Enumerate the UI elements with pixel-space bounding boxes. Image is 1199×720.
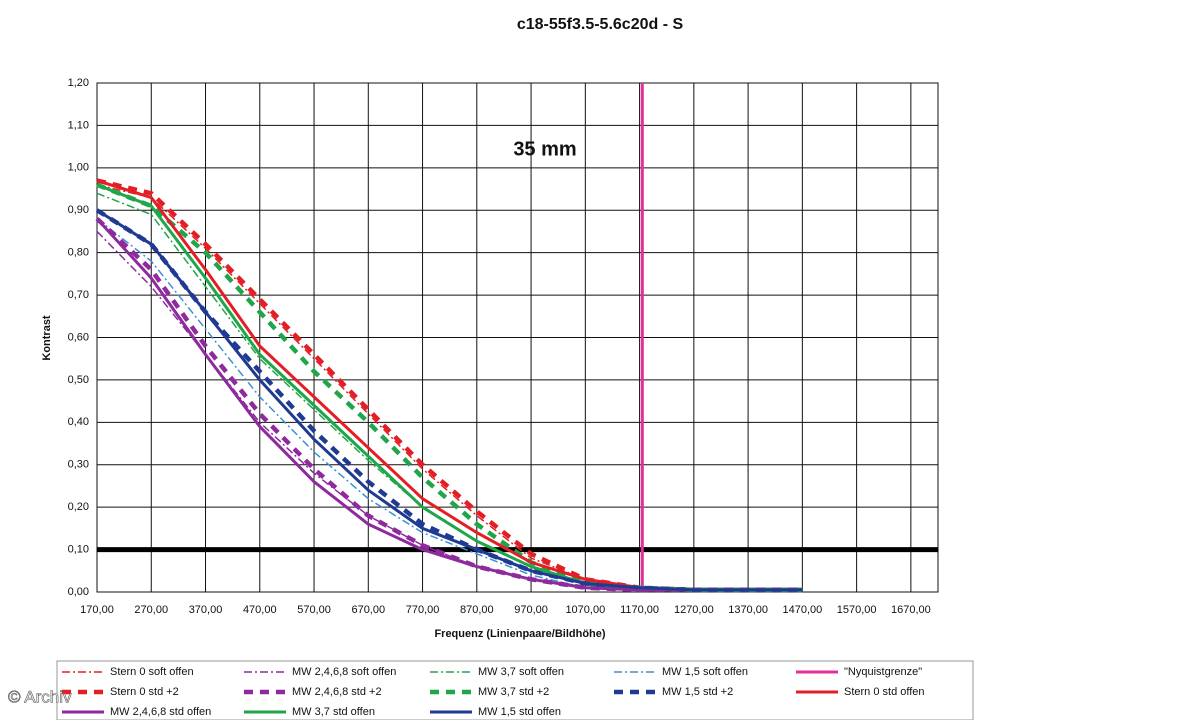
series-line [96,178,803,593]
x-tick-label: 970,00 [514,604,548,616]
y-tick-label: 1,00 [68,162,89,174]
legend-label: MW 2,4,6,8 std +2 [292,686,382,698]
x-tick-label: 1070,00 [565,604,605,616]
y-tick-label: 0,50 [68,374,89,386]
legend-label: MW 3,7 std +2 [478,686,549,698]
y-tick-label: 0,10 [68,543,89,555]
series-line [96,184,803,591]
series-line [96,208,803,592]
legend-box [56,660,974,720]
x-tick-label: 870,00 [460,604,494,616]
plot-frame [96,82,939,593]
legend-label: MW 1,5 std offen [478,706,561,718]
y-tick-label: 0,70 [68,289,89,301]
legend-label: Stern 0 soft offen [110,666,194,678]
x-tick-label: 1570,00 [837,604,877,616]
y-tick-label: 0,20 [68,501,89,513]
y-tick-label: 0,40 [68,416,89,428]
series-line [96,182,803,593]
x-tick-label: 770,00 [406,604,440,616]
legend-label: MW 2,4,6,8 std offen [110,706,211,718]
legend-label: MW 3,7 soft offen [478,666,564,678]
series-line [96,179,803,592]
x-tick-label: 1170,00 [620,604,659,616]
y-tick-label: 1,10 [68,119,89,131]
legend-label: MW 1,5 soft offen [662,666,748,678]
x-tick-label: 470,00 [243,604,277,616]
x-axis-label: Frequenz (Linienpaare/Bildhöhe) [434,628,605,640]
x-tick-label: 1370,00 [728,604,768,616]
series-line [95,217,803,593]
y-tick-label: 0,90 [68,204,89,216]
x-tick-label: 1670,00 [891,604,931,616]
x-tick-label: 1270,00 [674,604,714,616]
y-tick-label: 0,60 [68,331,89,343]
x-tick-label: 670,00 [351,604,385,616]
watermark: © Archiv [8,687,72,706]
legend-label: Stern 0 std +2 [110,686,179,698]
legend-label: "Nyquistgrenze" [844,666,922,678]
y-tick-label: 1,20 [68,77,89,89]
legend-label: Stern 0 std offen [844,686,925,698]
y-tick-label: 0,80 [68,247,89,259]
series-line [96,183,803,592]
legend-label: MW 3,7 std offen [292,706,375,718]
x-tick-label: 370,00 [189,604,223,616]
x-tick-label: 570,00 [297,604,331,616]
y-tick-label: 0,30 [68,459,89,471]
chart-title: c18-55f3.5-5.6c20d - S [517,16,684,33]
legend-label: MW 2,4,6,8 soft offen [292,666,396,678]
annotation: 35 mm [513,138,576,160]
legend-label: MW 1,5 std +2 [662,686,733,698]
y-tick-label: 0,00 [68,586,89,598]
y-axis-label: Kontrast [41,315,53,361]
x-tick-label: 170,00 [80,604,114,616]
x-tick-label: 1470,00 [782,604,822,616]
x-tick-label: 270,00 [134,604,168,616]
